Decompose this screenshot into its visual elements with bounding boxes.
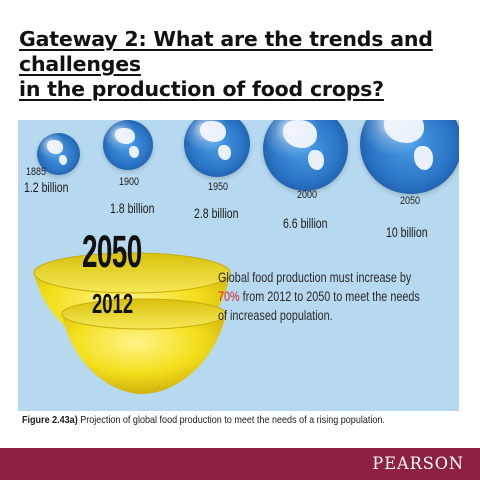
globe-year-1950: 1950 [208,181,229,193]
globe-population-1885: 1.2 billion [24,180,69,195]
globe-population-2050: 10 billion [386,225,428,240]
food-production-statement: Global food production must increase by … [218,268,458,325]
slide-title: Gateway 2: What are the trends and chall… [19,27,469,102]
bowl-label-2050: 2050 [82,226,142,277]
globe-icon [184,120,250,177]
small-bowl-rim [61,298,227,330]
footer-bar: PEARSON [0,448,480,480]
globe-year-1900: 1900 [119,176,140,188]
slide-title-line2: in the production of food crops? [19,77,384,101]
globe-population-1900: 1.8 billion [110,201,155,216]
globe-icon [37,133,80,175]
globe-icon [103,120,153,170]
figure-caption-label: Figure 2.43a) [22,414,78,426]
statement-line3: of increased population. [218,308,333,323]
globe-icon [360,120,459,194]
globe-population-1950: 2.8 billion [194,206,239,221]
statement-line1: Global food production must increase by [218,270,412,285]
globe-year-2000: 2000 [297,189,318,201]
bowl-label-2012: 2012 [92,288,134,319]
large-bowl-rim [33,252,231,294]
globe-year-1885: 1885 [26,166,47,178]
statement-line2-text: from 2012 to 2050 to meet the needs [239,289,420,304]
globe-year-2050: 2050 [400,195,421,207]
globe-icon [263,120,348,191]
statement-line2: 70% from 2012 to 2050 to meet the needs [218,287,458,306]
globe-population-2000: 6.6 billion [283,216,328,231]
bowls-illustration [33,252,231,394]
slide-title-line1: Gateway 2: What are the trends and chall… [19,27,433,76]
statement-percent: 70% [218,289,240,304]
figure-caption-text: Projection of global food production to … [77,414,385,426]
pearson-logo: PEARSON [372,454,464,474]
small-bowl [62,314,226,394]
figure-caption: Figure 2.43a) Projection of global food … [22,414,385,426]
